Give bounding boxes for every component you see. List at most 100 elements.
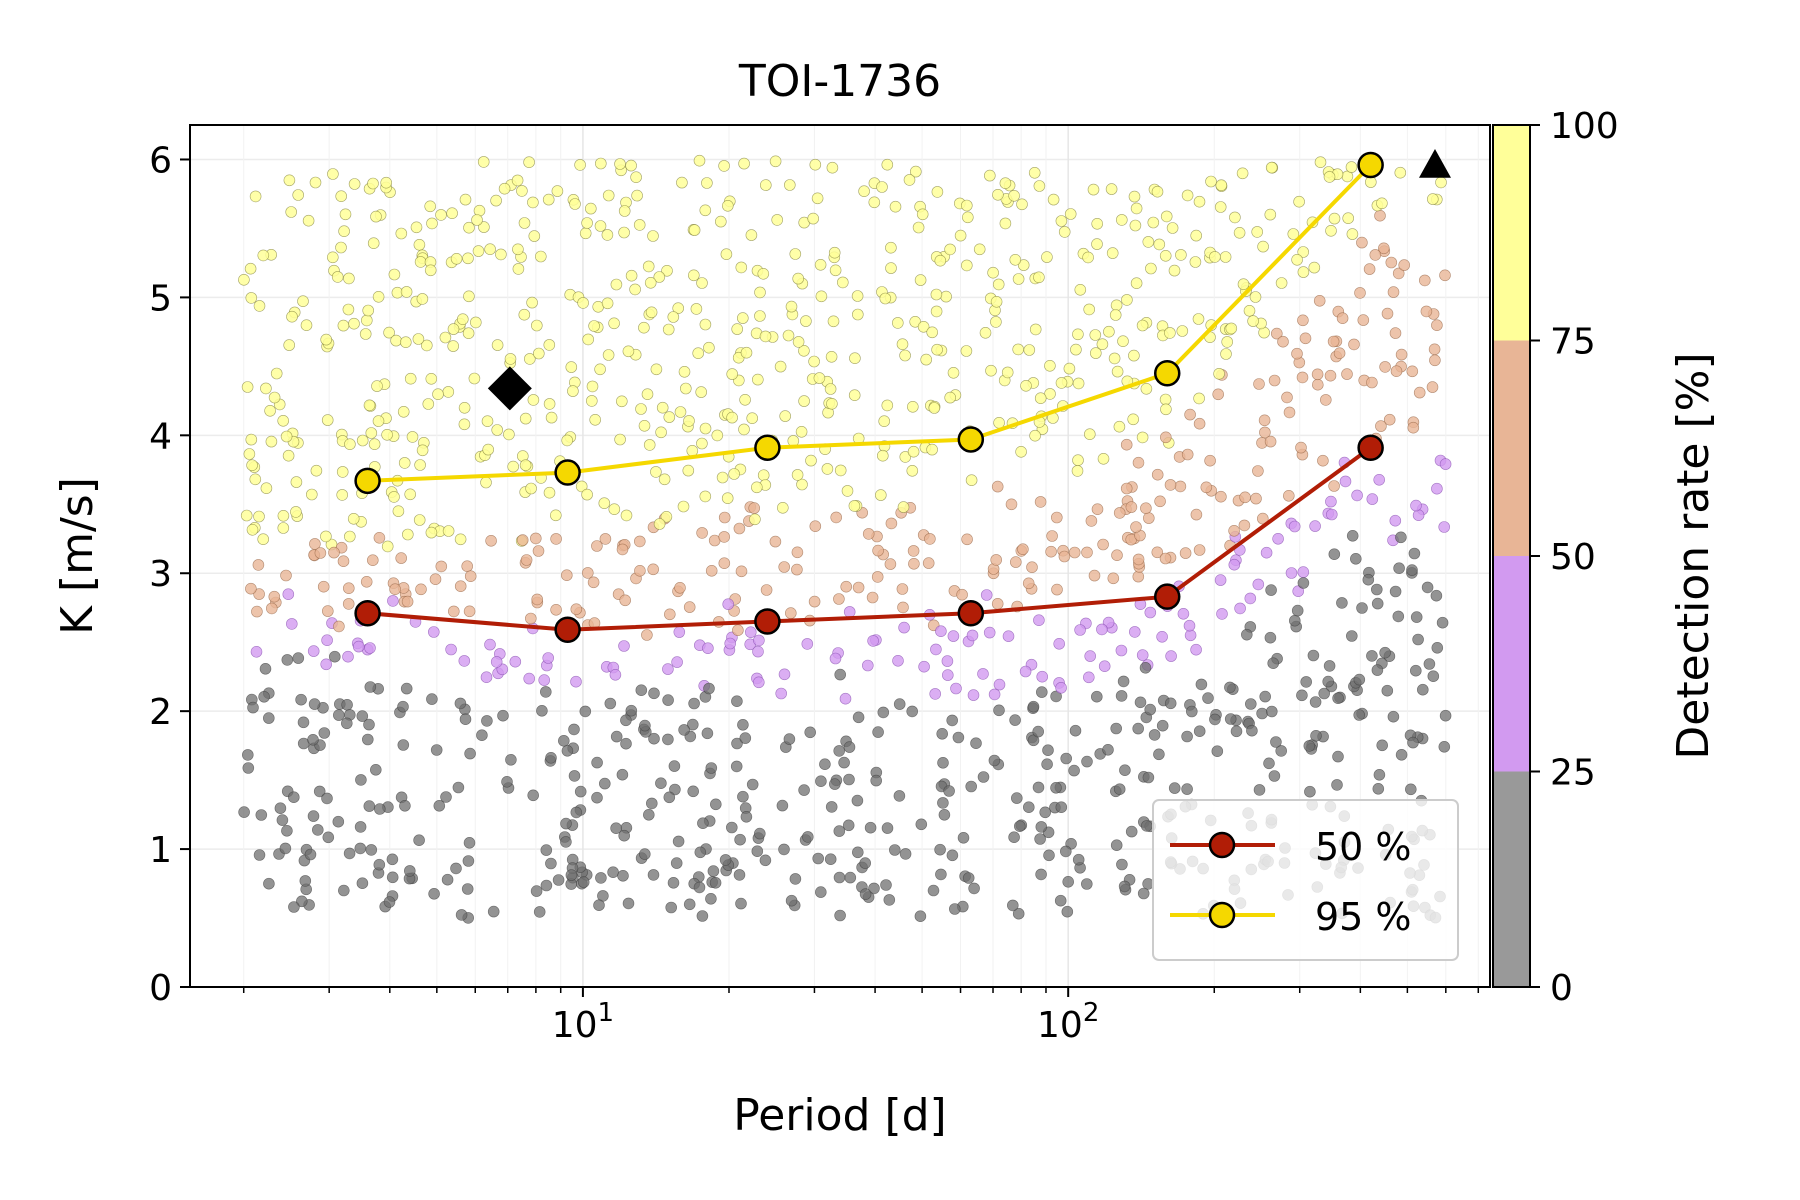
injection-point — [581, 217, 593, 229]
injection-point — [341, 698, 353, 711]
injection-point — [1029, 429, 1041, 442]
injection-point — [617, 869, 629, 882]
injection-point — [1209, 251, 1221, 263]
injection-point — [647, 230, 659, 242]
injection-point — [432, 388, 444, 401]
injection-point — [1215, 490, 1227, 503]
injection-point — [511, 174, 524, 187]
injection-point — [595, 872, 607, 884]
injection-point — [719, 854, 732, 866]
injection-point — [1357, 314, 1370, 326]
injection-point — [337, 319, 350, 332]
injection-point — [1270, 736, 1282, 748]
injection-point — [1041, 251, 1053, 263]
injection-point — [739, 393, 751, 406]
injection-point — [265, 602, 278, 615]
curve-95-point — [1153, 360, 1181, 387]
injection-point — [1225, 322, 1238, 335]
injection-point — [1371, 583, 1383, 596]
injection-point — [1164, 697, 1177, 710]
injection-point — [1314, 156, 1327, 168]
injection-point — [740, 810, 753, 823]
injection-point — [722, 598, 735, 611]
injection-point — [734, 833, 746, 846]
injection-point — [843, 773, 855, 786]
injection-point — [484, 243, 496, 255]
injection-point — [1108, 352, 1121, 365]
injection-point — [1128, 349, 1140, 362]
injection-point — [244, 262, 257, 275]
injection-point — [947, 630, 960, 642]
injection-point — [960, 259, 973, 272]
injection-point — [1132, 570, 1145, 583]
injection-point — [1246, 724, 1258, 737]
injection-point — [525, 482, 537, 495]
injection-point — [784, 607, 797, 619]
injection-point — [360, 575, 373, 588]
injection-point — [1436, 616, 1449, 629]
injection-point — [369, 763, 382, 776]
injection-point — [1405, 783, 1417, 796]
injection-point — [1297, 266, 1310, 278]
injection-point — [1346, 228, 1359, 240]
injection-point — [960, 345, 973, 357]
injection-point — [1110, 839, 1123, 852]
injection-point — [1406, 365, 1419, 378]
injection-point — [868, 196, 881, 209]
injection-point — [274, 802, 287, 815]
injection-point — [1090, 347, 1102, 359]
curve-95-point — [554, 459, 581, 486]
injection-point — [461, 560, 474, 573]
injection-point — [1137, 887, 1150, 900]
injection-point — [429, 573, 442, 586]
injection-point — [1105, 183, 1118, 195]
injection-point — [287, 791, 300, 804]
injection-point — [807, 212, 820, 225]
injection-point — [1320, 394, 1332, 406]
curve-50-point — [1153, 583, 1181, 610]
injection-point — [1354, 287, 1366, 299]
injection-point — [307, 645, 320, 657]
injection-point — [462, 855, 475, 867]
injection-point — [618, 226, 630, 239]
injection-point — [1125, 825, 1138, 838]
injection-point — [608, 503, 621, 516]
injection-point — [1136, 649, 1149, 661]
injection-point — [380, 176, 393, 189]
injection-point — [1050, 690, 1062, 703]
injection-point — [251, 605, 263, 618]
injection-point — [1009, 714, 1021, 726]
injection-point — [415, 583, 427, 596]
injection-point — [1113, 420, 1126, 433]
injection-point — [827, 315, 840, 328]
curve-50-line — [367, 446, 1372, 632]
injection-point — [359, 328, 372, 340]
injection-point — [455, 909, 468, 921]
injection-point — [812, 852, 825, 865]
injection-point — [705, 762, 718, 774]
injection-point — [848, 389, 861, 402]
injection-point — [815, 775, 827, 788]
injection-point — [442, 386, 455, 398]
injection-point — [1387, 286, 1400, 298]
injection-point — [1257, 512, 1269, 525]
injection-point — [373, 803, 386, 815]
injection-point — [1241, 628, 1253, 641]
injection-point — [1253, 378, 1265, 390]
injection-point — [545, 857, 557, 870]
injection-point — [321, 792, 333, 805]
y-tick-label: 6 — [149, 140, 172, 181]
injection-point — [836, 276, 849, 289]
injection-point — [543, 398, 556, 410]
injection-point — [463, 221, 475, 234]
injection-point — [1084, 650, 1096, 662]
injection-point — [983, 169, 996, 182]
injection-point — [1250, 492, 1262, 505]
injection-point — [1096, 338, 1109, 351]
injection-point — [1438, 521, 1450, 533]
injection-point — [309, 538, 321, 550]
injection-point — [801, 831, 814, 843]
injection-point — [844, 871, 857, 884]
injection-point — [268, 391, 281, 404]
injection-point — [1303, 740, 1316, 752]
